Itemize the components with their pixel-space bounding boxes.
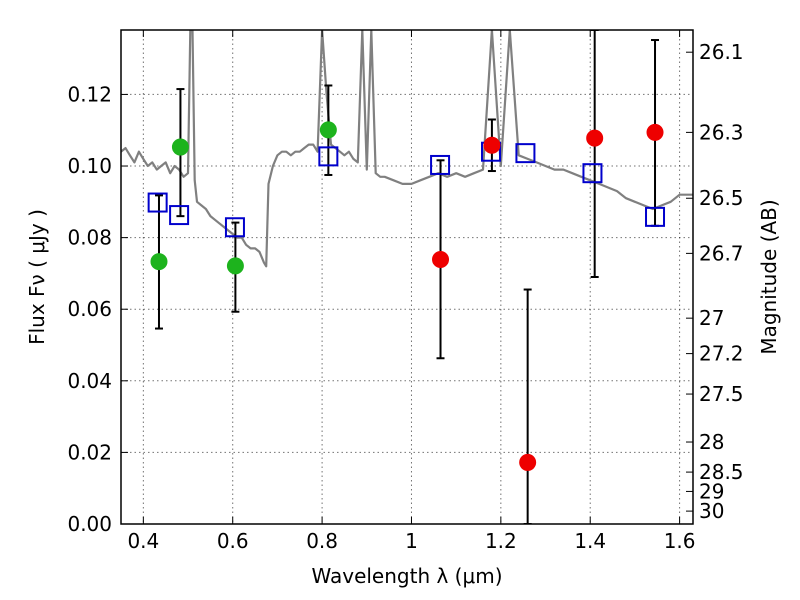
x-tick-label: 0.4 (127, 529, 159, 553)
magnitude-tick-label: 27.2 (699, 342, 744, 366)
x-tick-label: 1.6 (664, 529, 696, 553)
red-point (646, 123, 664, 141)
model-points (147, 141, 666, 238)
magnitude-tick-label: 26.3 (699, 120, 744, 144)
magnitude-tick-label: 27.5 (699, 382, 744, 406)
magnitude-tick-label: 29 (699, 479, 724, 503)
plot-frame (120, 29, 694, 525)
x-tick-label: 0.8 (306, 529, 338, 553)
red-point (519, 453, 537, 471)
green-point (171, 138, 189, 156)
red-point (586, 129, 604, 147)
y-axis-title: Flux Fν ( μJy ) (25, 209, 49, 345)
grid (121, 30, 693, 524)
red-point (483, 136, 501, 154)
x-axis-ticks: 0.4 0.6 0.8 1 1.2 1.4 1.6 (127, 30, 696, 553)
magnitude-tick-label: 28 (699, 430, 724, 454)
y-tick-label: 0.08 (67, 226, 112, 250)
y-tick-label: 0.10 (67, 154, 112, 178)
model-square (582, 163, 603, 184)
magnitude-tick-label: 26.1 (699, 40, 744, 64)
magnitude-tick-label: 30 (699, 499, 724, 523)
green-point (150, 253, 168, 271)
magnitude-axis-title: Magnitude (AB) (757, 199, 781, 354)
magnitude-tick-label: 27 (699, 306, 724, 330)
green-point (226, 257, 244, 275)
y-tick-label: 0.04 (67, 369, 112, 393)
data-points (150, 121, 664, 471)
model-square (515, 143, 536, 164)
x-tick-label: 1 (405, 529, 418, 553)
x-tick-label: 1.4 (574, 529, 606, 553)
model-square (147, 192, 168, 213)
spectrum-layer (121, 30, 693, 268)
x-tick-label: 1.2 (485, 529, 517, 553)
y-tick-label: 0.12 (67, 82, 112, 106)
y-tick-label: 0.00 (67, 512, 112, 536)
y-axis-ticks: 0.00 0.02 0.04 0.06 0.08 0.10 0.12 (67, 82, 128, 536)
model-square (645, 206, 666, 227)
error-bars (154, 30, 660, 524)
magnitude-tick-label: 26.7 (699, 241, 744, 265)
model-square (430, 154, 451, 175)
template-spectrum (121, 30, 693, 268)
model-square (224, 217, 245, 238)
magnitude-tick-label: 26.5 (699, 186, 744, 210)
model-square (169, 205, 190, 226)
x-tick-label: 0.6 (217, 529, 249, 553)
model-square (318, 146, 339, 167)
x-axis-title: Wavelength λ (μm) (311, 564, 502, 588)
y-tick-label: 0.02 (67, 440, 112, 464)
green-point (319, 121, 337, 139)
y-tick-label: 0.06 (67, 297, 112, 321)
red-point (432, 250, 450, 268)
magnitude-tick-label: 28.5 (699, 460, 744, 484)
